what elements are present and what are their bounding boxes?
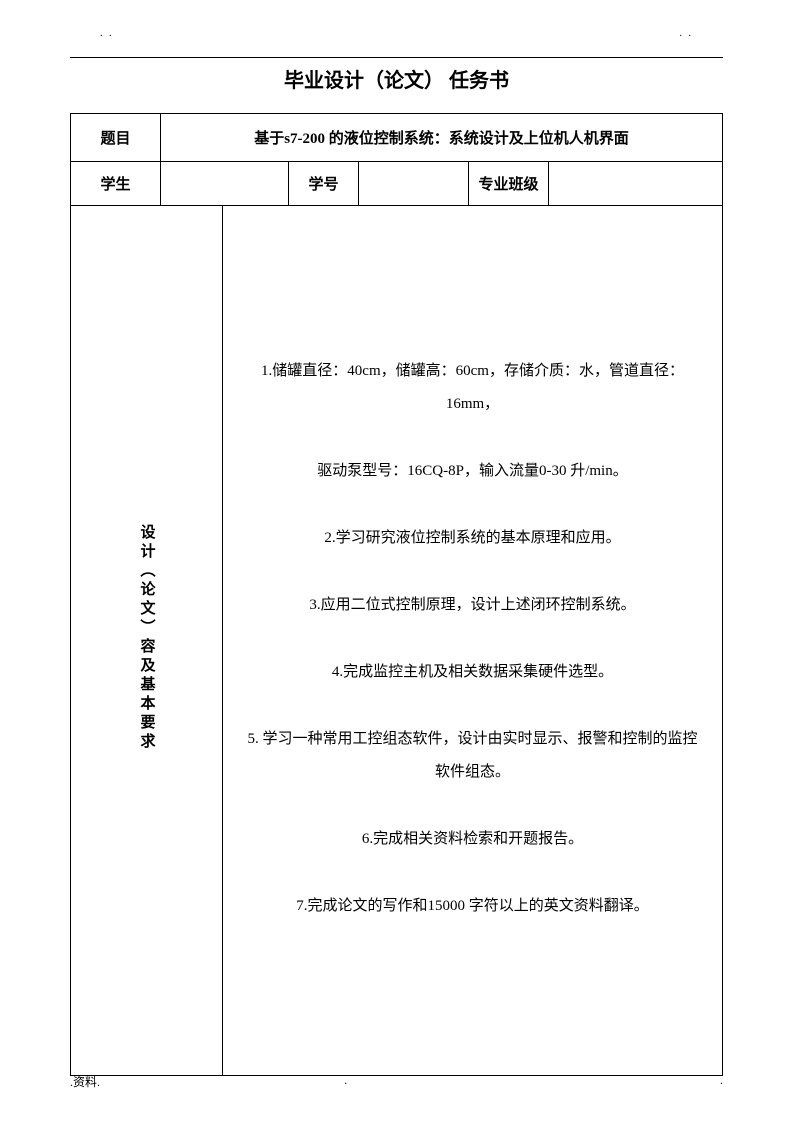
label-student-id: 学号 [289,162,359,206]
req-item-3: 3.应用二位式控制原理，设计上述闭环控制系统。 [243,589,702,622]
header-dots-right: . . [680,28,694,39]
label-student: 学生 [71,162,161,206]
req-item-4: 4.完成监控主机及相关数据采集硬件选型。 [243,656,702,689]
req-item-1: 1.储罐直径：40cm，储罐高：60cm，存储介质：水，管道直径：16mm， [243,355,702,421]
requirements-content: 1.储罐直径：40cm，储罐高：60cm，存储介质：水，管道直径：16mm， 驱… [223,206,723,1076]
task-table: 题目 基于s7-200 的液位控制系统：系统设计及上位机人机界面 学生 学号 专… [70,113,723,1076]
req-item-7: 7.完成论文的写作和15000 字符以上的英文资料翻译。 [243,890,702,923]
page-title: 毕业设计（论文） 任务书 [70,64,723,93]
header-rule [70,57,723,58]
class-value [549,162,723,206]
topic-value: 基于s7-200 的液位控制系统：系统设计及上位机人机界面 [161,114,723,162]
row-requirements: 设计（论文）容及基本要求 1.储罐直径：40cm，储罐高：60cm，存储介质：水… [71,206,723,1076]
student-id-value [359,162,469,206]
footer-left: .资料. [70,1073,100,1090]
req-item-5: 5. 学习一种常用工控组态软件，设计由实时显示、报警和控制的监控软件组态。 [243,723,702,789]
student-value [161,162,289,206]
footer-mid: . [344,1073,347,1088]
label-requirements: 设计（论文）容及基本要求 [71,206,223,1076]
footer-right: . [720,1073,723,1090]
footer: .资料. . . [70,1073,723,1090]
row-student: 学生 学号 专业班级 [71,162,723,206]
req-item-6: 6.完成相关资料检索和开题报告。 [243,823,702,856]
req-item-2: 2.学习研究液位控制系统的基本原理和应用。 [243,522,702,555]
req-item-1b: 驱动泵型号：16CQ-8P，输入流量0-30 升/min。 [243,455,702,488]
header-dots: . . . . [70,28,723,39]
label-topic: 题目 [71,114,161,162]
row-topic: 题目 基于s7-200 的液位控制系统：系统设计及上位机人机界面 [71,114,723,162]
label-class: 专业班级 [469,162,549,206]
header-dots-left: . . [100,28,114,39]
label-requirements-text: 设计（论文）容及基本要求 [135,524,159,752]
